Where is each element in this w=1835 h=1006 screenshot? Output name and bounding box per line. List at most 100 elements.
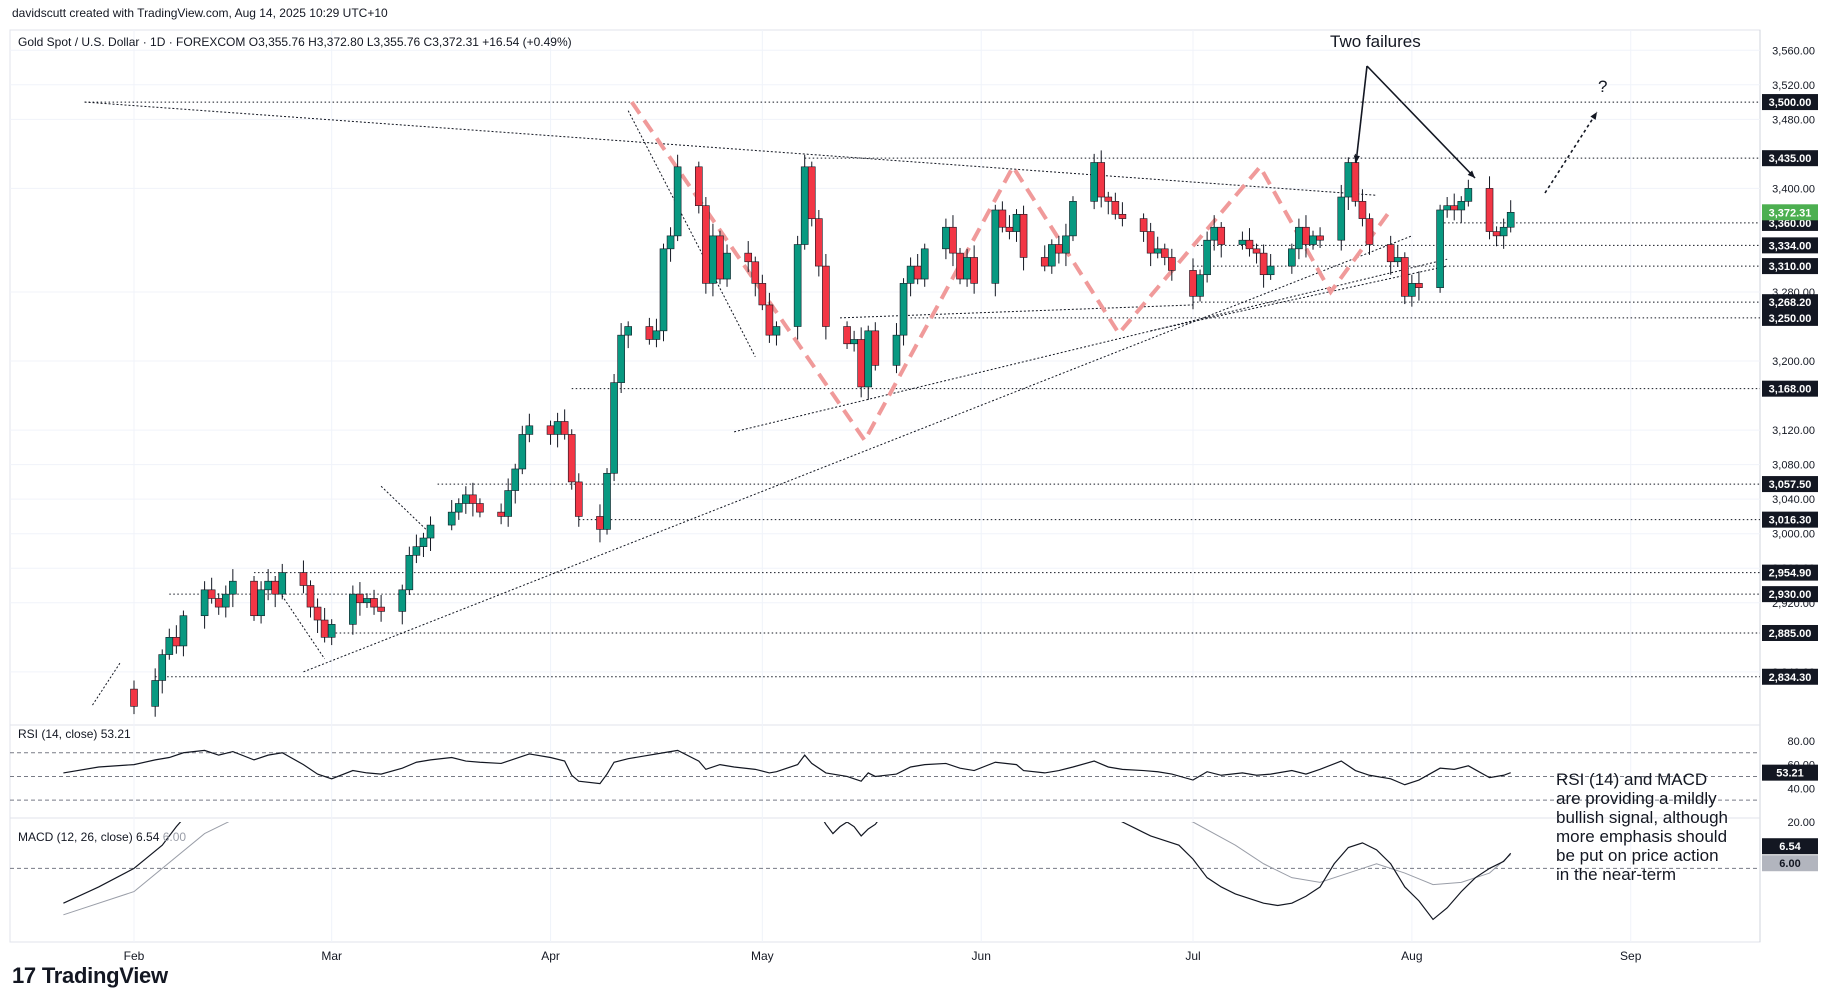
failure-arrow-2-head bbox=[1467, 170, 1475, 178]
up-candle bbox=[800, 166, 809, 245]
up-candle bbox=[723, 252, 731, 280]
rsi-legend: RSI (14, close) 53.21 bbox=[18, 727, 131, 741]
time-tick-label: Jul bbox=[1185, 949, 1200, 963]
down-candle bbox=[560, 421, 569, 435]
up-candle bbox=[511, 468, 520, 491]
up-candle bbox=[1266, 265, 1275, 276]
up-candle bbox=[850, 339, 858, 345]
up-candle bbox=[1069, 201, 1077, 237]
up-candle bbox=[603, 472, 611, 530]
symbol-name[interactable]: Gold Spot / U.S. Dollar · 1D · FOREXCOM bbox=[18, 35, 246, 49]
rsi-value-label: 53.21 bbox=[1776, 768, 1804, 780]
up-candle bbox=[412, 546, 421, 556]
down-candle bbox=[1358, 201, 1367, 219]
price-level-tag bbox=[1762, 94, 1818, 111]
macd-signal-line bbox=[63, 822, 1512, 916]
price-level-label: 3,057.50 bbox=[1769, 479, 1812, 491]
up-candle bbox=[518, 434, 527, 470]
time-tick-label: Feb bbox=[124, 949, 145, 963]
rsi-tick-label: 80.00 bbox=[1787, 736, 1815, 748]
up-candle bbox=[1436, 209, 1444, 288]
up-candle bbox=[1196, 274, 1204, 297]
signal-value-label: 6.00 bbox=[1779, 858, 1800, 870]
down-candle bbox=[207, 589, 216, 599]
tradingview-logo[interactable]: 17 TradingView bbox=[12, 963, 168, 989]
down-candle bbox=[172, 637, 181, 647]
up-candle bbox=[229, 580, 237, 595]
down-candle bbox=[1055, 244, 1063, 254]
macd-label[interactable]: MACD (12, 26, close) bbox=[18, 830, 133, 844]
price-level-label: 3,435.00 bbox=[1769, 153, 1812, 165]
rsi-panel bbox=[10, 749, 1760, 801]
up-candle bbox=[398, 589, 407, 612]
up-candle bbox=[405, 554, 414, 591]
macd-value-label: 6.54 bbox=[1779, 841, 1801, 853]
trend-line bbox=[380, 485, 431, 535]
price-level-label: 3,268.20 bbox=[1769, 297, 1812, 309]
time-axis: Feb Mar Apr May Jun Jul Aug Sep bbox=[124, 949, 1642, 963]
up-candle bbox=[1344, 162, 1353, 198]
down-candle bbox=[271, 580, 280, 595]
current-price-label: 3,372.31 bbox=[1769, 207, 1812, 219]
up-candle bbox=[652, 330, 661, 340]
down-candle bbox=[1259, 252, 1268, 276]
down-candle bbox=[313, 606, 322, 621]
down-candle bbox=[497, 511, 505, 517]
macd-value: 6.54 bbox=[136, 830, 160, 844]
rsi-value-tag bbox=[1762, 764, 1818, 781]
price-level-tag bbox=[1762, 668, 1818, 685]
trend-line bbox=[1150, 265, 1448, 332]
up-candle bbox=[1408, 283, 1416, 297]
down-candle bbox=[1365, 218, 1374, 245]
price-tick-label: 3,080.00 bbox=[1772, 460, 1815, 472]
rsi-line bbox=[63, 749, 1511, 786]
time-tick-label: Jun bbox=[972, 949, 991, 963]
up-candle bbox=[624, 326, 633, 336]
down-candle bbox=[356, 593, 364, 604]
time-tick-label: May bbox=[751, 949, 774, 963]
question-label: ? bbox=[1598, 77, 1608, 96]
up-candle bbox=[772, 326, 781, 336]
up-candle bbox=[327, 624, 336, 638]
ohlc-values: O3,355.76 H3,372.80 L3,355.76 C3,372.31 … bbox=[248, 35, 572, 49]
up-candle bbox=[349, 593, 357, 625]
price-level-tag bbox=[1762, 476, 1818, 493]
up-candle bbox=[151, 680, 159, 707]
down-candle bbox=[1040, 257, 1049, 267]
down-candle bbox=[469, 494, 477, 504]
up-candle bbox=[617, 334, 625, 383]
down-candle bbox=[567, 434, 576, 483]
price-tick-label: 3,520.00 bbox=[1772, 80, 1815, 92]
rsi-tick-label: 40.00 bbox=[1787, 783, 1815, 795]
up-candle bbox=[454, 503, 463, 513]
up-candle bbox=[1012, 213, 1021, 232]
indicator-note: RSI (14) and MACD are providing a mildly… bbox=[1556, 770, 1729, 884]
down-candle bbox=[822, 265, 830, 327]
symbol-line: Gold Spot / U.S. Dollar · 1D · FOREXCOM … bbox=[18, 35, 572, 49]
down-candle bbox=[716, 235, 724, 280]
price-tick-label: 3,120.00 bbox=[1772, 425, 1815, 437]
rsi-label[interactable]: RSI (14, close) bbox=[18, 727, 98, 741]
up-candle bbox=[1210, 226, 1218, 241]
up-candle bbox=[426, 524, 435, 539]
price-level-tag bbox=[1762, 258, 1818, 275]
up-candle bbox=[363, 598, 371, 604]
price-level-tag bbox=[1762, 564, 1818, 581]
up-candle bbox=[1443, 205, 1451, 211]
price-level-label: 3,250.00 bbox=[1769, 313, 1812, 325]
down-candle bbox=[1351, 162, 1360, 202]
up-candle bbox=[447, 511, 456, 526]
time-tick-label: Aug bbox=[1401, 949, 1422, 963]
up-candle bbox=[553, 421, 562, 435]
price-level-label: 2,885.00 bbox=[1769, 628, 1812, 640]
down-candle bbox=[1160, 248, 1169, 258]
up-candle bbox=[1506, 211, 1515, 228]
price-tick-label: 3,040.00 bbox=[1772, 494, 1815, 506]
breakout-arrow-head bbox=[1590, 112, 1597, 120]
down-candle bbox=[913, 265, 922, 280]
price-level-tag bbox=[1762, 150, 1818, 167]
down-candle bbox=[320, 619, 329, 638]
down-candle bbox=[1104, 196, 1113, 202]
down-candle bbox=[250, 580, 258, 617]
down-candle bbox=[765, 304, 774, 336]
